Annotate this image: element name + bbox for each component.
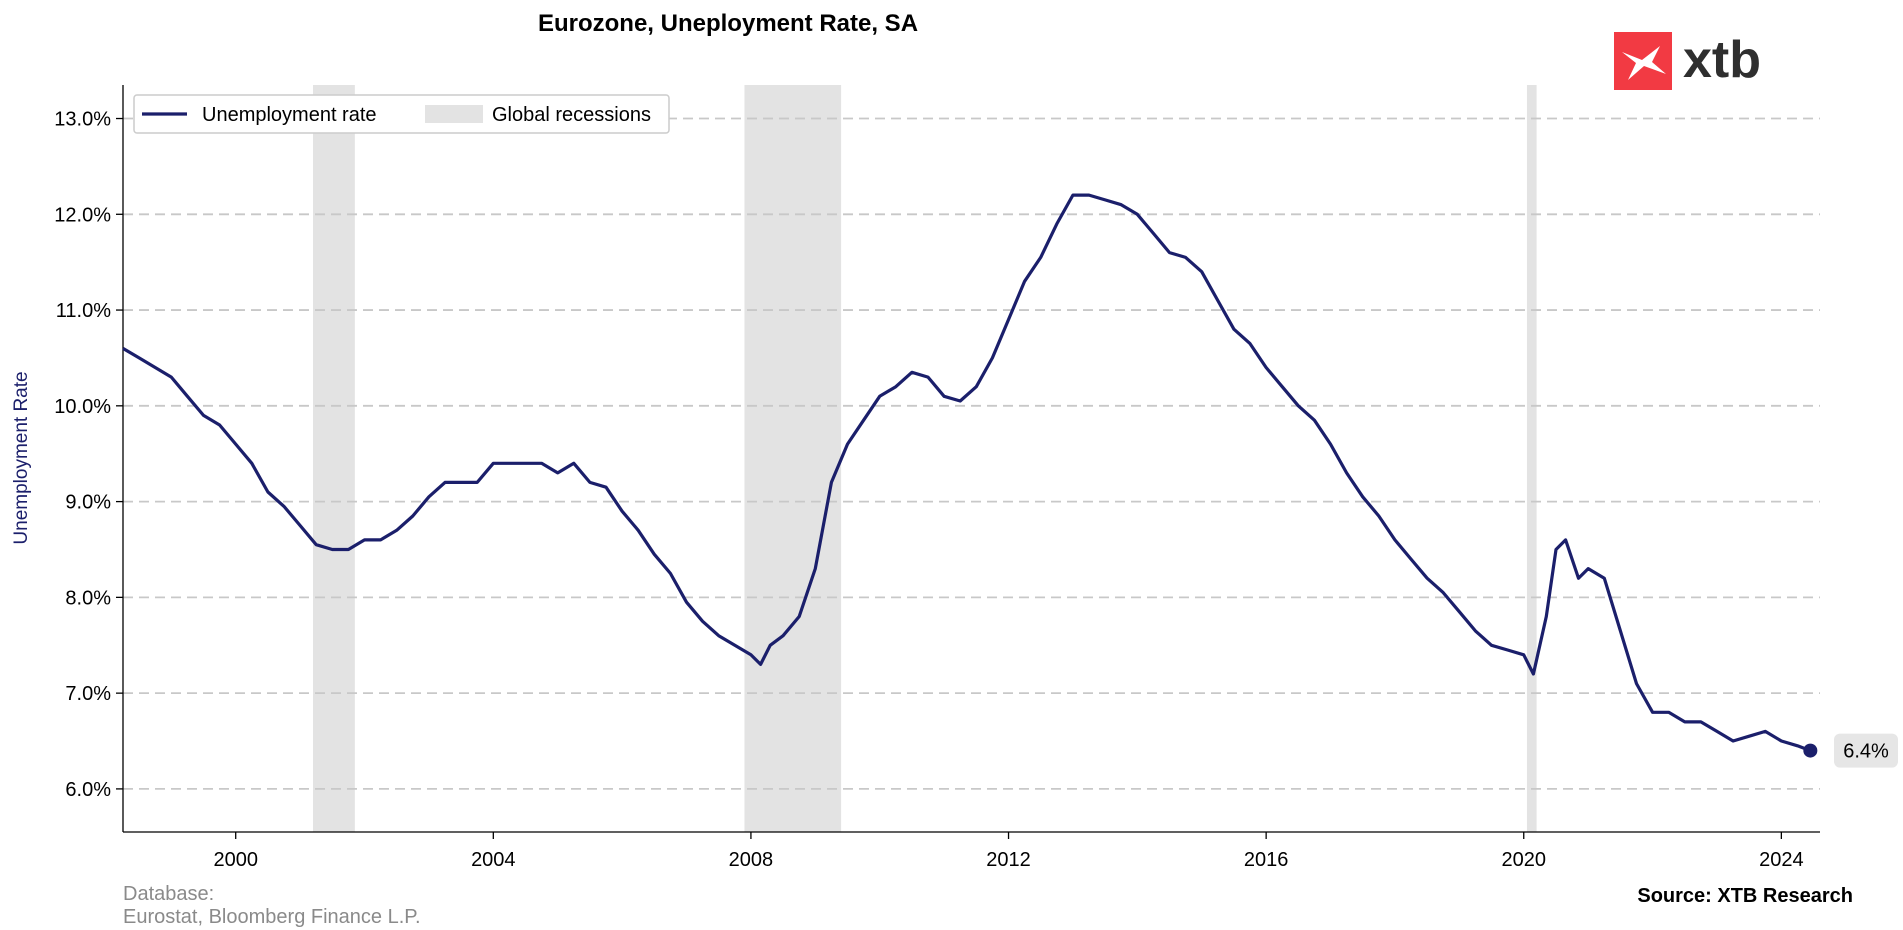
y-tick-label-2: 8.0%	[65, 587, 111, 609]
y-tick-label-0: 6.0%	[65, 779, 111, 801]
recession-band-2	[1526, 85, 1537, 832]
recession-bands	[312, 85, 1537, 832]
recession-band-1	[744, 85, 842, 832]
y-tick-label-7: 13.0%	[54, 109, 111, 131]
x-tick-label-2: 2008	[729, 849, 774, 871]
y-axis-label: Unemployment Rate	[11, 371, 32, 544]
brand-logo: xtb	[1614, 31, 1761, 90]
legend-box	[133, 94, 670, 134]
last-value-marker	[1803, 743, 1818, 758]
y-tick-label-1: 7.0%	[65, 683, 111, 705]
chart-title: Eurozone, Uneployment Rate, SA	[538, 10, 918, 37]
xtb-logo-mark	[1622, 46, 1666, 80]
y-tick-label-6: 12.0%	[54, 204, 111, 226]
x-tick-label-6: 2024	[1759, 849, 1804, 871]
database-sources: Eurostat, Bloomberg Finance L.P.	[123, 906, 421, 928]
x-ticks: 2000 2004 2008 2012 2016 2020 2024	[213, 832, 1804, 871]
legend-unemployment-label: Unemployment rate	[202, 104, 377, 126]
x-tick-label-5: 2020	[1501, 849, 1546, 871]
y-tick-label-3: 9.0%	[65, 492, 111, 514]
x-tick-label-1: 2004	[471, 849, 516, 871]
xtb-logo-text: xtb	[1683, 31, 1761, 89]
y-tick-label-4: 10.0%	[54, 396, 111, 418]
x-tick-label-0: 2000	[213, 849, 258, 871]
gridlines	[123, 117, 1820, 790]
last-value-badge	[1834, 733, 1898, 768]
x-tick-label-4: 2016	[1244, 849, 1289, 871]
x-tick-label-3: 2012	[986, 849, 1031, 871]
database-label: Database:	[123, 883, 214, 905]
legend-recession-label: Global recessions	[492, 104, 651, 126]
legend-recession-swatch	[425, 105, 483, 123]
recession-band-0	[312, 85, 355, 832]
source-label: Source: XTB Research	[1637, 885, 1853, 907]
legend: Unemployment rate Global recessions	[133, 94, 670, 134]
last-value-label: 6.4%	[1843, 741, 1889, 763]
y-ticks: 6.0% 7.0% 8.0% 9.0% 10.0% 11.0% 12.0% 13.0%	[54, 109, 123, 801]
y-tick-label-5: 11.0%	[56, 300, 111, 322]
unemployment-rate-line	[122, 193, 1811, 753]
